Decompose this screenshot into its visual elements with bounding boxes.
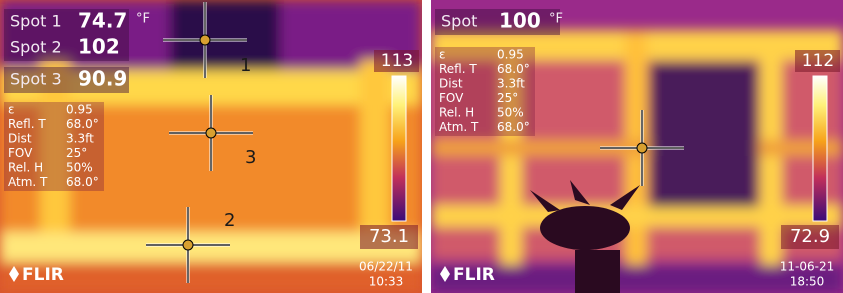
unit: °F <box>136 12 150 27</box>
param-label: ε <box>439 48 446 62</box>
param-label: Atm. T <box>8 175 48 189</box>
unit: °F <box>549 12 563 27</box>
spot-marker-number: 1 <box>240 55 251 76</box>
crosshair-center <box>206 128 216 138</box>
param-value: 3.3ft <box>66 132 94 146</box>
spot-label: Spot 3 <box>10 70 62 89</box>
crosshair-center <box>637 143 647 153</box>
param-value: 68.0° <box>497 62 530 76</box>
spot-value: 102 <box>78 35 120 59</box>
param-value: 0.95 <box>497 48 524 62</box>
logo: FLIR <box>22 265 64 285</box>
param-label: Rel. H <box>439 106 474 120</box>
spot-marker-number: 2 <box>224 210 235 231</box>
param-value: 68.0° <box>66 117 99 131</box>
spot-value: 90.9 <box>78 67 127 91</box>
param-value: 68.0° <box>66 175 99 189</box>
param-label: ε <box>8 103 15 117</box>
param-value: 25° <box>497 91 518 105</box>
param-label: FOV <box>8 146 33 160</box>
crosshair-center <box>200 35 210 45</box>
spot-label: Spot 2 <box>10 38 62 57</box>
param-label: Dist <box>439 77 463 91</box>
scale-min: 73.1 <box>369 226 409 247</box>
param-label: Dist <box>8 132 32 146</box>
time: 18:50 <box>790 275 825 289</box>
param-value: 68.0° <box>497 120 530 134</box>
param-value: 3.3ft <box>497 77 525 91</box>
param-label: Rel. H <box>8 161 43 175</box>
param-value: 25° <box>66 146 87 160</box>
scale-max: 113 <box>381 51 413 71</box>
param-value: 50% <box>497 106 524 120</box>
thermal-pair: 1 3 2 Spot 1 74.7 Spot 2 102 Spot 3 90.9 °F ε 0.95 R… <box>0 0 843 293</box>
scale-bar <box>813 76 827 221</box>
param-label: FOV <box>439 91 464 105</box>
date: 06/22/11 <box>359 260 413 274</box>
scale-min: 72.9 <box>790 226 830 247</box>
date: 11-06-21 <box>780 260 834 274</box>
spot-label: Spot 1 <box>10 12 62 31</box>
time: 10:33 <box>369 275 404 289</box>
param-value: 50% <box>66 161 93 175</box>
spot-marker-number: 3 <box>245 147 256 168</box>
logo: FLIR <box>453 265 495 285</box>
param-label: Atm. T <box>439 120 479 134</box>
scale-max: 112 <box>802 51 834 71</box>
param-label: Refl. T <box>439 62 477 76</box>
spot-value: 74.7 <box>78 9 127 33</box>
crosshair-center <box>183 240 193 250</box>
param-value: 0.95 <box>66 103 93 117</box>
param-label: Refl. T <box>8 117 46 131</box>
scale-bar <box>392 76 406 221</box>
spot-label: Spot <box>441 12 477 31</box>
spot-value: 100 <box>499 9 541 33</box>
